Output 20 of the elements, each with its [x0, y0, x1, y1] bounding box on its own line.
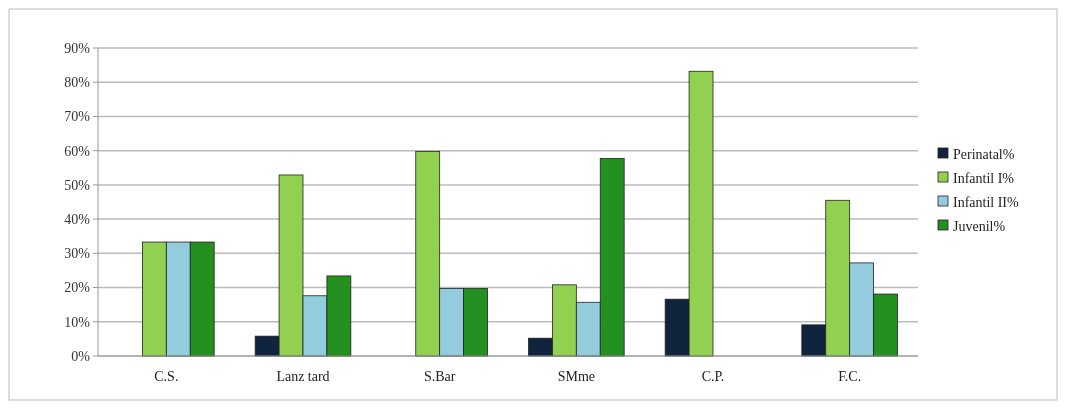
y-tick-label: 90% [64, 40, 91, 56]
x-tick-label: S.Bar [423, 369, 456, 384]
y-tick-label: 20% [64, 280, 91, 296]
x-tick-label: C.S. [154, 369, 179, 384]
x-tick-label: C.P. [701, 369, 725, 384]
y-tick-label: 0% [71, 348, 91, 364]
legend-label: Perinatal% [953, 146, 1015, 162]
y-tick-label: 50% [64, 177, 91, 193]
legend-label: Infantil II% [953, 194, 1020, 210]
x-tick-label: F.C. [838, 369, 862, 384]
y-tick-label: 40% [64, 212, 91, 228]
y-tick-label: 10% [64, 314, 91, 330]
y-tick-label: 60% [64, 143, 91, 159]
x-tick-label: SMme [557, 369, 596, 384]
y-tick-label: 70% [64, 109, 91, 125]
y-tick-label: 80% [64, 75, 91, 91]
legend-label: Infantil I% [953, 170, 1015, 186]
x-tick-label: Lanz tard [276, 369, 330, 384]
legend-label: Juvenil% [953, 218, 1006, 234]
y-tick-label: 30% [64, 246, 91, 262]
